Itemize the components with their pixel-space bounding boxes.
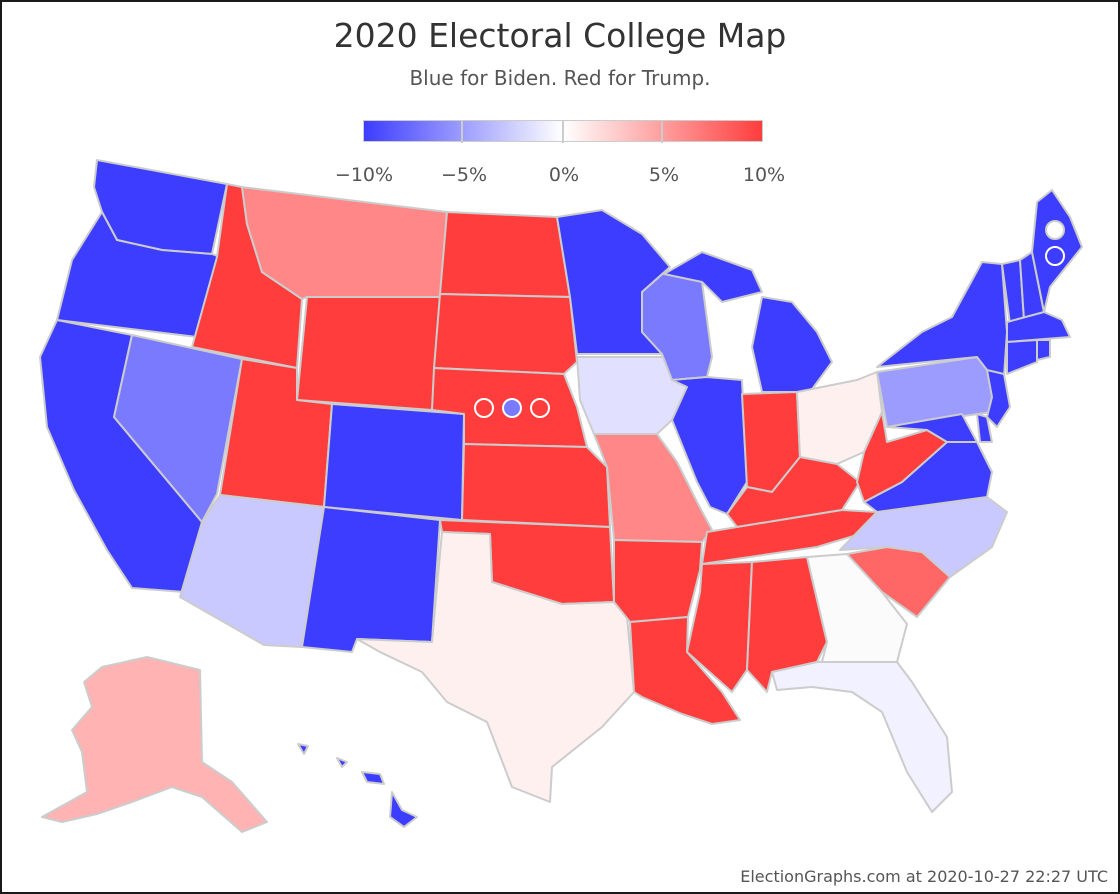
state-missouri: [593, 433, 713, 543]
marker-nebraska-cd2: [502, 398, 522, 418]
state-texas: [356, 531, 635, 803]
state-south-dakota: [433, 293, 578, 375]
map-title: 2020 Electoral College Map: [333, 16, 787, 55]
marker-maine-cd1: [1045, 220, 1065, 240]
state-maryland: [886, 413, 978, 443]
marker-maine-cd2: [1045, 246, 1065, 266]
scale-tick: [562, 121, 564, 143]
scale-tick: [661, 121, 663, 143]
state-illinois: [671, 376, 748, 515]
state-rhode-island: [1036, 339, 1051, 361]
state-new-york: [876, 261, 1008, 378]
state-north-dakota: [439, 211, 571, 298]
state-new-mexico: [301, 506, 441, 653]
state-new-jersey: [986, 369, 1011, 428]
state-colorado: [323, 403, 465, 521]
scale-label-pos5: 5%: [648, 164, 680, 186]
state-hawaii: [389, 791, 418, 828]
scale-label-neg5: −5%: [440, 164, 488, 186]
scale-label-neg10: −10%: [334, 164, 394, 186]
scale-label-zero: 0%: [548, 164, 580, 186]
state-florida: [771, 661, 953, 813]
map-subtitle: Blue for Biden. Red for Trump.: [409, 66, 711, 90]
state-michigan-upper: [663, 251, 763, 303]
state-connecticut: [1006, 339, 1038, 375]
state-alaska: [41, 656, 268, 833]
state-hawaii-maui: [361, 771, 385, 785]
state-delaware: [976, 413, 993, 443]
state-hawaii-oahu: [336, 757, 348, 768]
marker-nebraska-cd1: [474, 398, 494, 418]
scale-tick: [461, 121, 463, 143]
state-wyoming: [296, 296, 441, 411]
state-michigan: [751, 296, 833, 393]
state-louisiana: [629, 616, 741, 725]
state-arkansas: [613, 539, 703, 623]
state-kansas: [461, 443, 611, 528]
state-nevada: [113, 334, 243, 523]
footer-credit: ElectionGraphs.com at 2020-10-27 22:27 U…: [740, 867, 1108, 886]
color-scale-bar: [363, 120, 763, 143]
marker-nebraska-cd3: [530, 398, 550, 418]
state-hawaii-kauai: [297, 743, 309, 755]
state-massachusetts: [1006, 311, 1071, 343]
scale-label-pos10: 10%: [742, 164, 786, 186]
